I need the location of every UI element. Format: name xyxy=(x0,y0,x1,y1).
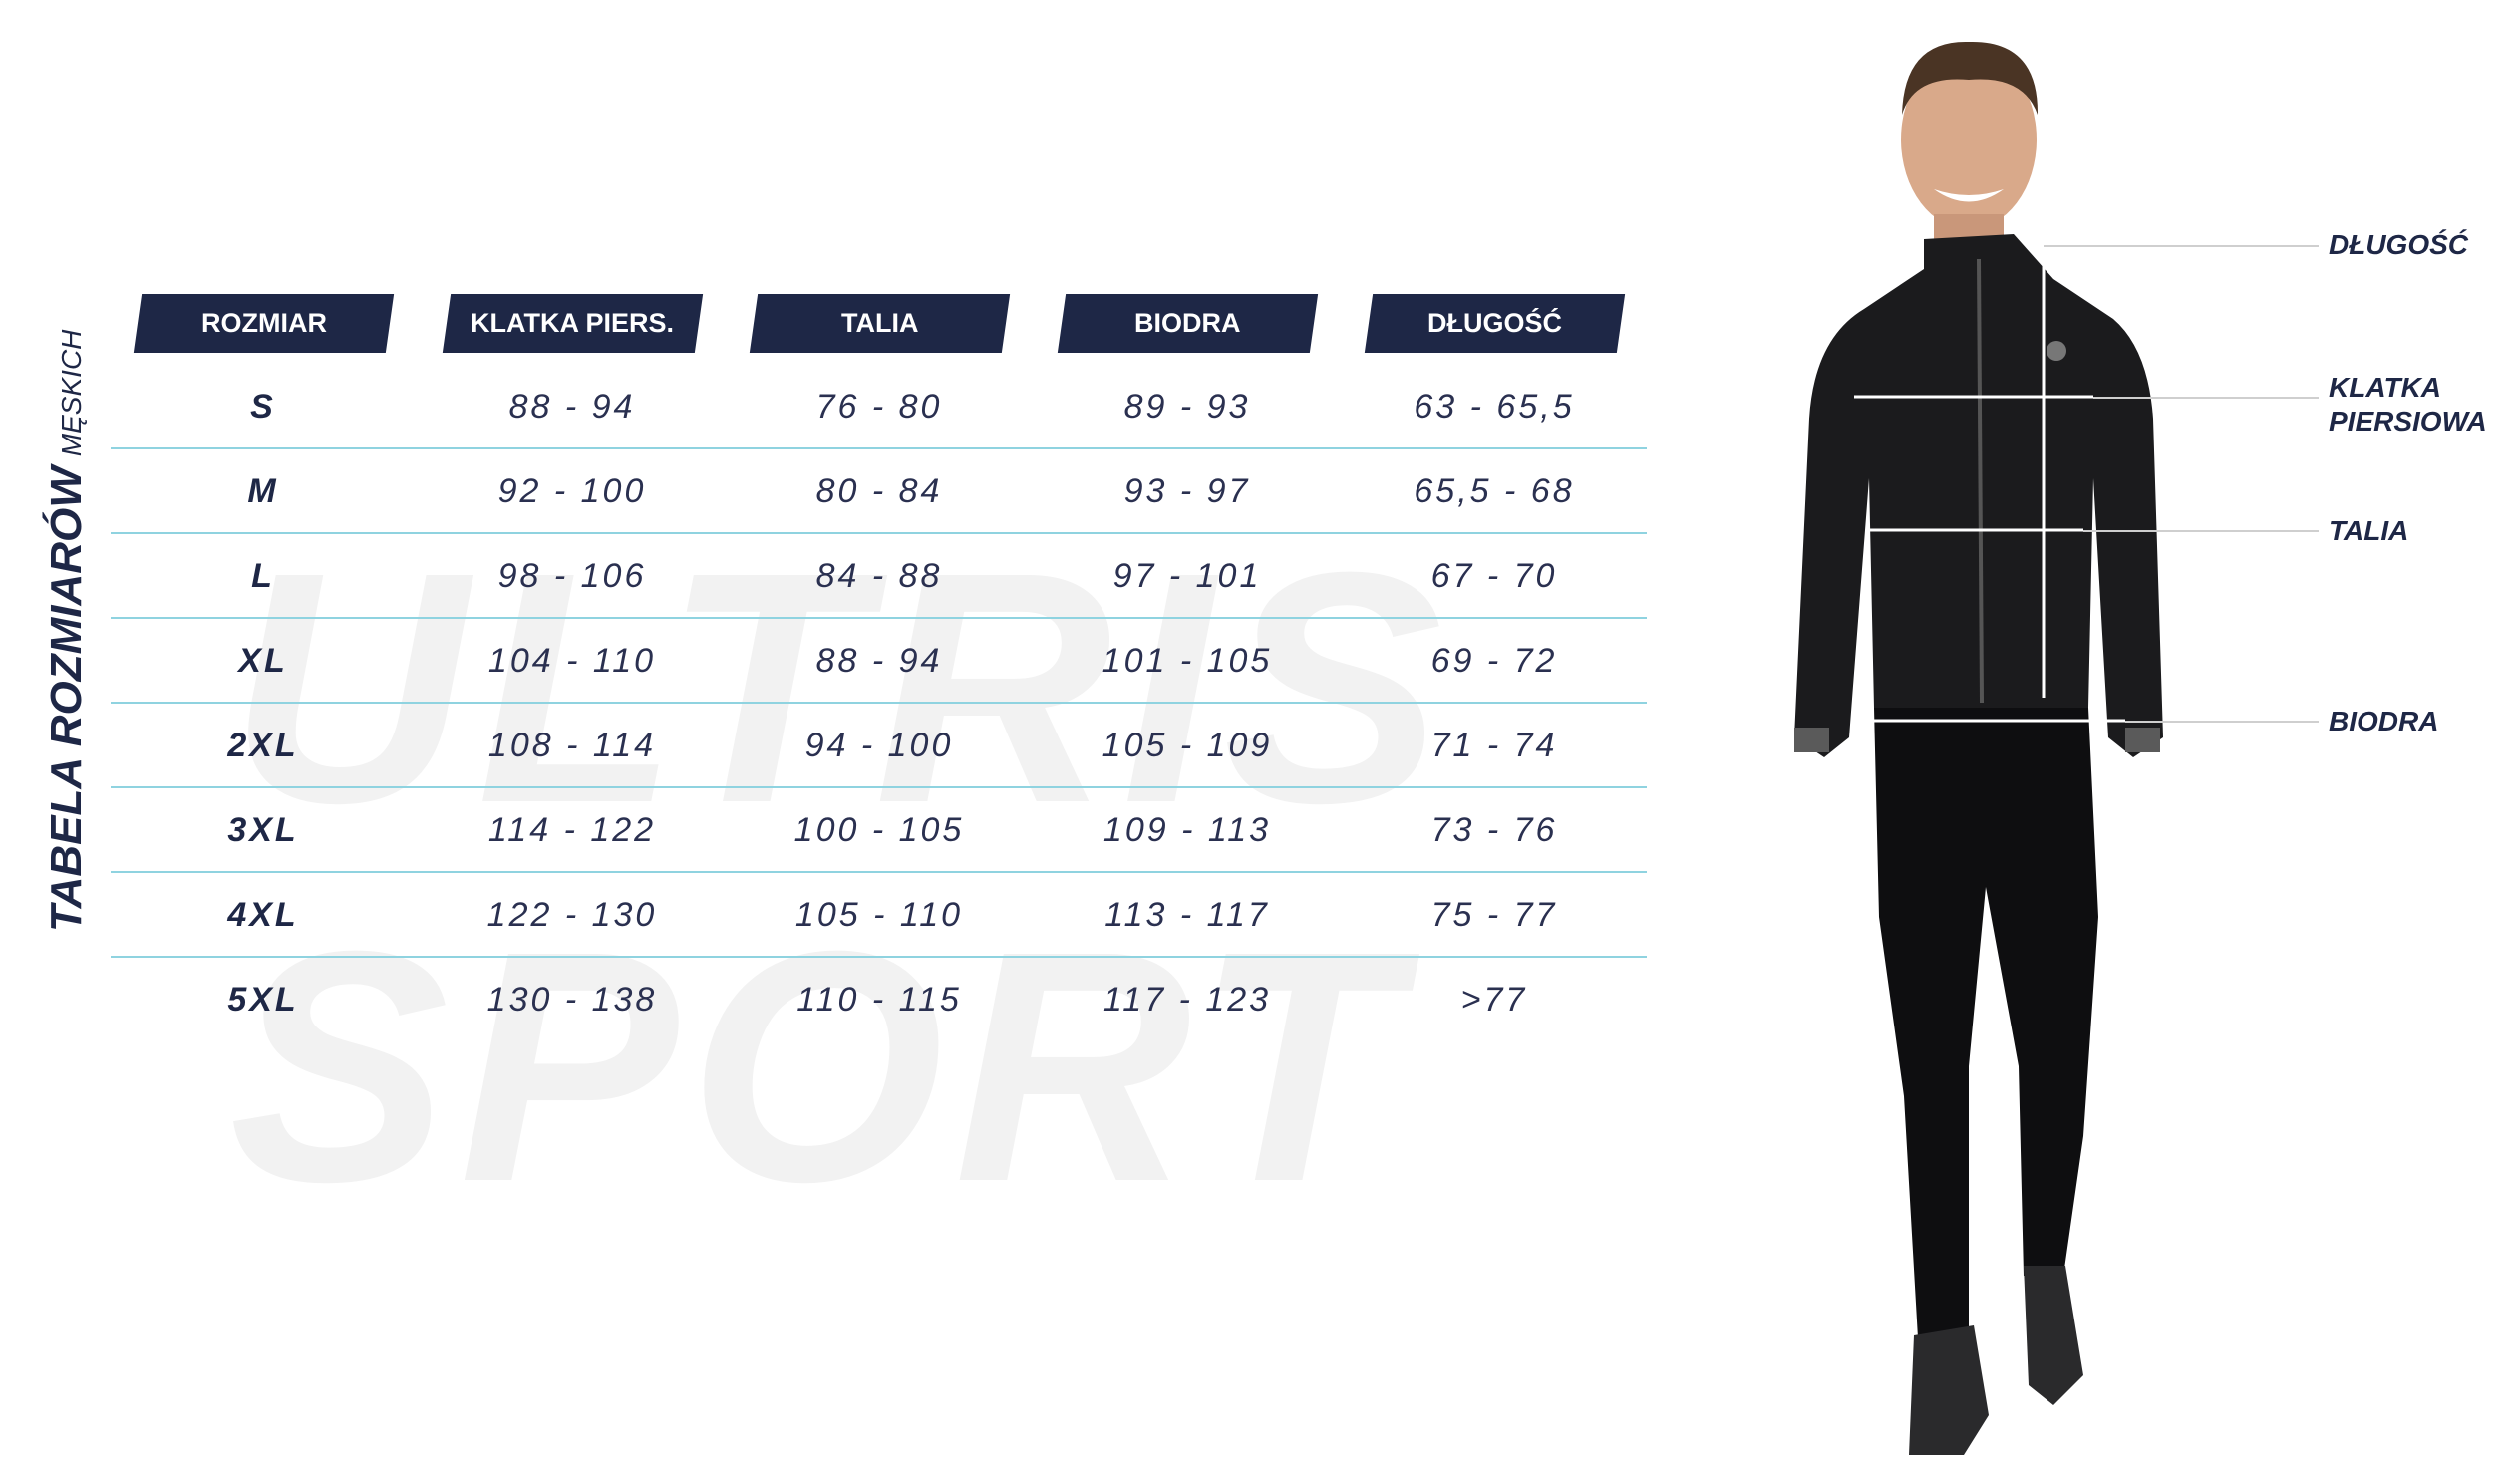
row-divider xyxy=(111,617,1647,619)
table-row: XL 104 - 110 88 - 94 101 - 105 69 - 72 xyxy=(111,619,1647,704)
cell-length: 71 - 74 xyxy=(1430,727,1558,764)
cell-waist: 100 - 105 xyxy=(793,811,965,849)
column-header-length: DŁUGOŚĆ xyxy=(1364,294,1626,353)
cell-size: L xyxy=(251,557,275,595)
label-chest: KLATKA PIERSIOWA xyxy=(2329,372,2487,437)
brand-logo xyxy=(2047,341,2066,361)
cell-size: XL xyxy=(238,642,288,680)
shoe-right xyxy=(2024,1266,2083,1405)
cell-length: 73 - 76 xyxy=(1430,811,1558,849)
smile xyxy=(1934,189,2004,202)
cell-length: 67 - 70 xyxy=(1430,557,1558,595)
label-waist: TALIA xyxy=(2329,515,2409,546)
cell-chest: 98 - 106 xyxy=(497,557,647,595)
cell-size: 2XL xyxy=(227,727,299,764)
row-divider xyxy=(111,956,1647,958)
cell-chest: 122 - 130 xyxy=(486,896,658,934)
cell-hips: 105 - 109 xyxy=(1102,727,1273,764)
page-title: TABELA ROZMIARÓWMĘSKICH xyxy=(42,329,91,932)
table-row: 5XL 130 - 138 110 - 115 117 - 123 >77 xyxy=(111,958,1647,1042)
label-length: DŁUGOŚĆ xyxy=(2329,229,2468,260)
cell-hips: 97 - 101 xyxy=(1112,557,1262,595)
cell-length: 63 - 65,5 xyxy=(1414,388,1575,426)
cell-size: 5XL xyxy=(227,981,299,1019)
table-row: 2XL 108 - 114 94 - 100 105 - 109 71 - 74 xyxy=(111,704,1647,788)
column-header-hips: BIODRA xyxy=(1057,294,1319,353)
column-header-size: ROZMIAR xyxy=(133,294,395,353)
cell-hips: 117 - 123 xyxy=(1102,981,1272,1019)
row-divider xyxy=(111,786,1647,788)
leader-hips xyxy=(2125,721,2319,723)
column-header-waist: TALIA xyxy=(749,294,1011,353)
cell-hips: 101 - 105 xyxy=(1102,642,1273,680)
row-divider xyxy=(111,532,1647,534)
tights xyxy=(1874,708,2098,1355)
hair xyxy=(1902,41,2039,115)
cell-hips: 93 - 97 xyxy=(1123,472,1251,510)
leader-length xyxy=(2044,245,2319,247)
cell-hips: 89 - 93 xyxy=(1123,388,1251,426)
cell-length: 65,5 - 68 xyxy=(1414,472,1575,510)
cell-size: S xyxy=(250,388,276,426)
cell-waist: 76 - 80 xyxy=(815,388,943,426)
leader-chest xyxy=(2093,397,2319,399)
model-illustration xyxy=(1794,41,2163,1455)
table-row: L 98 - 106 84 - 88 97 - 101 67 - 70 xyxy=(111,534,1647,619)
cell-size: 3XL xyxy=(227,811,299,849)
cell-waist: 110 - 115 xyxy=(796,981,962,1019)
cuff-left xyxy=(1794,728,1829,752)
cell-waist: 84 - 88 xyxy=(815,557,943,595)
cuff-right xyxy=(2125,728,2160,752)
cell-hips: 109 - 113 xyxy=(1102,811,1272,849)
label-hips: BIODRA xyxy=(2329,706,2439,736)
column-header-label: BIODRA xyxy=(1134,308,1241,338)
cell-chest: 114 - 122 xyxy=(487,811,657,849)
cell-chest: 130 - 138 xyxy=(486,981,658,1019)
cell-chest: 108 - 114 xyxy=(487,727,657,764)
cell-chest: 88 - 94 xyxy=(508,388,636,426)
cell-waist: 105 - 110 xyxy=(794,896,964,934)
watermark: ULTRIS SPORT xyxy=(229,503,1453,1250)
shoe-left xyxy=(1909,1325,1989,1455)
cell-chest: 104 - 110 xyxy=(487,642,657,680)
cell-length: 69 - 72 xyxy=(1430,642,1558,680)
cell-waist: 88 - 94 xyxy=(815,642,943,680)
row-divider xyxy=(111,871,1647,873)
table-row: 3XL 114 - 122 100 - 105 109 - 113 73 - 76 xyxy=(111,788,1647,873)
cell-waist: 80 - 84 xyxy=(815,472,943,510)
zipper xyxy=(1977,258,1984,704)
table-row: S 88 - 94 76 - 80 89 - 93 63 - 65,5 xyxy=(111,365,1647,449)
cell-hips: 113 - 117 xyxy=(1104,896,1270,934)
table-row: M 92 - 100 80 - 84 93 - 97 65,5 - 68 xyxy=(111,449,1647,534)
column-header-label: TALIA xyxy=(840,308,919,338)
table-row: 4XL 122 - 130 105 - 110 113 - 117 75 - 77 xyxy=(111,873,1647,958)
cell-length: 75 - 77 xyxy=(1430,896,1558,934)
cell-size: 4XL xyxy=(227,896,299,934)
column-header-chest: KLATKA PIERS. xyxy=(442,294,704,353)
column-header-label: ROZMIAR xyxy=(200,308,327,338)
column-header-label: DŁUGOŚĆ xyxy=(1427,308,1562,338)
cell-size: M xyxy=(247,472,279,510)
head xyxy=(1901,50,2037,229)
leader-waist xyxy=(2083,530,2319,532)
column-header-label: KLATKA PIERS. xyxy=(471,308,675,338)
row-divider xyxy=(111,447,1647,449)
cell-waist: 94 - 100 xyxy=(804,727,954,764)
cell-chest: 92 - 100 xyxy=(497,472,647,510)
row-divider xyxy=(111,702,1647,704)
cell-length: >77 xyxy=(1460,981,1528,1019)
